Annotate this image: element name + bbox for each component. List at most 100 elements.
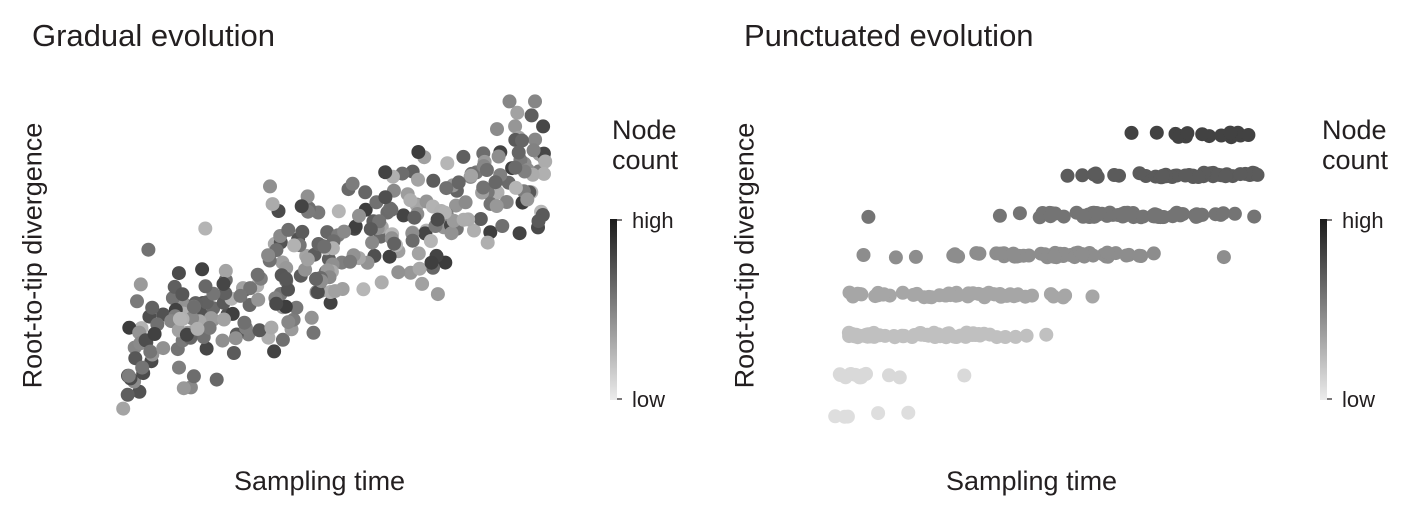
data-point [135, 360, 150, 375]
data-point [363, 222, 378, 237]
data-point [528, 132, 543, 147]
data-point [1180, 126, 1195, 141]
data-point [491, 149, 506, 164]
data-point [352, 208, 366, 223]
data-point [295, 224, 310, 239]
data-point [876, 287, 891, 302]
data-point [1195, 127, 1210, 142]
data-point [537, 166, 551, 181]
data-point [526, 143, 541, 158]
data-point [1075, 168, 1090, 183]
data-point [998, 330, 1013, 344]
data-point [156, 341, 171, 356]
colorbar-title: Node count [1322, 115, 1388, 175]
data-point [190, 321, 205, 336]
data-point [1047, 249, 1062, 264]
data-point [198, 279, 213, 294]
data-point [412, 261, 427, 276]
data-point [304, 310, 319, 325]
data-point [1176, 207, 1190, 222]
data-point [538, 154, 553, 169]
data-point [237, 315, 252, 330]
data-point [1012, 206, 1027, 221]
data-point [218, 263, 233, 278]
data-point [479, 163, 494, 177]
data-point [847, 329, 861, 344]
data-point [1247, 209, 1262, 224]
data-point [328, 284, 343, 299]
data-point [1085, 289, 1100, 304]
data-point [250, 267, 265, 282]
data-point [1216, 250, 1231, 265]
colorbar-title-line1: Node [1322, 115, 1387, 145]
data-point [1043, 287, 1058, 302]
data-point [925, 327, 940, 342]
colorbar-title: Node count [612, 115, 678, 175]
data-point [281, 282, 295, 297]
data-point [838, 370, 853, 385]
data-point [391, 265, 406, 280]
data-point [365, 235, 380, 250]
data-point [1115, 207, 1130, 221]
data-point [992, 208, 1007, 223]
data-point [440, 156, 455, 171]
data-point [407, 210, 422, 225]
data-point [1227, 206, 1242, 221]
data-point [251, 292, 266, 307]
data-point [476, 180, 491, 195]
data-point [141, 242, 156, 257]
data-point [1124, 125, 1139, 140]
data-point [1089, 206, 1104, 220]
data-point [1223, 125, 1238, 140]
data-point [508, 119, 523, 134]
data-point [495, 219, 510, 233]
colorbar-gradient [1320, 219, 1327, 400]
data-point [121, 368, 136, 383]
data-point [456, 212, 471, 227]
data-point [145, 300, 160, 315]
data-point [430, 212, 445, 227]
scatter-plot-gradual [116, 94, 553, 416]
data-point [171, 266, 186, 281]
data-point [1218, 169, 1233, 184]
data-point [243, 281, 258, 296]
data-point [1008, 329, 1023, 344]
data-point [860, 329, 875, 344]
data-point [216, 276, 231, 291]
data-point [264, 320, 279, 335]
data-point [265, 197, 280, 212]
data-point [1056, 209, 1071, 224]
data-point [215, 333, 230, 348]
colorbar-low-label: low [632, 387, 666, 412]
data-point [378, 165, 393, 180]
data-point [977, 326, 991, 341]
data-point [953, 328, 968, 343]
data-point [531, 214, 546, 229]
colorbar-title-line2: count [612, 145, 679, 175]
data-point [1233, 167, 1248, 182]
data-point [356, 282, 371, 297]
x-axis-label: Sampling time [946, 466, 1118, 496]
data-point [317, 239, 332, 254]
data-point [972, 246, 987, 261]
data-point [217, 312, 231, 327]
data-point [1156, 210, 1170, 225]
colorbar-title-line2: count [1322, 145, 1389, 175]
colorbar-gradual [610, 219, 622, 400]
data-point [358, 185, 373, 200]
data-point [345, 176, 360, 191]
data-point [510, 105, 525, 120]
data-point [281, 315, 296, 330]
data-point [480, 235, 495, 250]
data-point [147, 327, 162, 341]
data-point [1002, 288, 1017, 303]
data-point [439, 181, 454, 196]
data-point [1075, 247, 1090, 262]
data-point [892, 370, 907, 385]
data-point [1149, 125, 1164, 140]
data-point [278, 271, 293, 286]
data-point [520, 192, 535, 207]
data-point [186, 369, 201, 384]
data-point [524, 108, 539, 123]
data-point [411, 145, 426, 159]
